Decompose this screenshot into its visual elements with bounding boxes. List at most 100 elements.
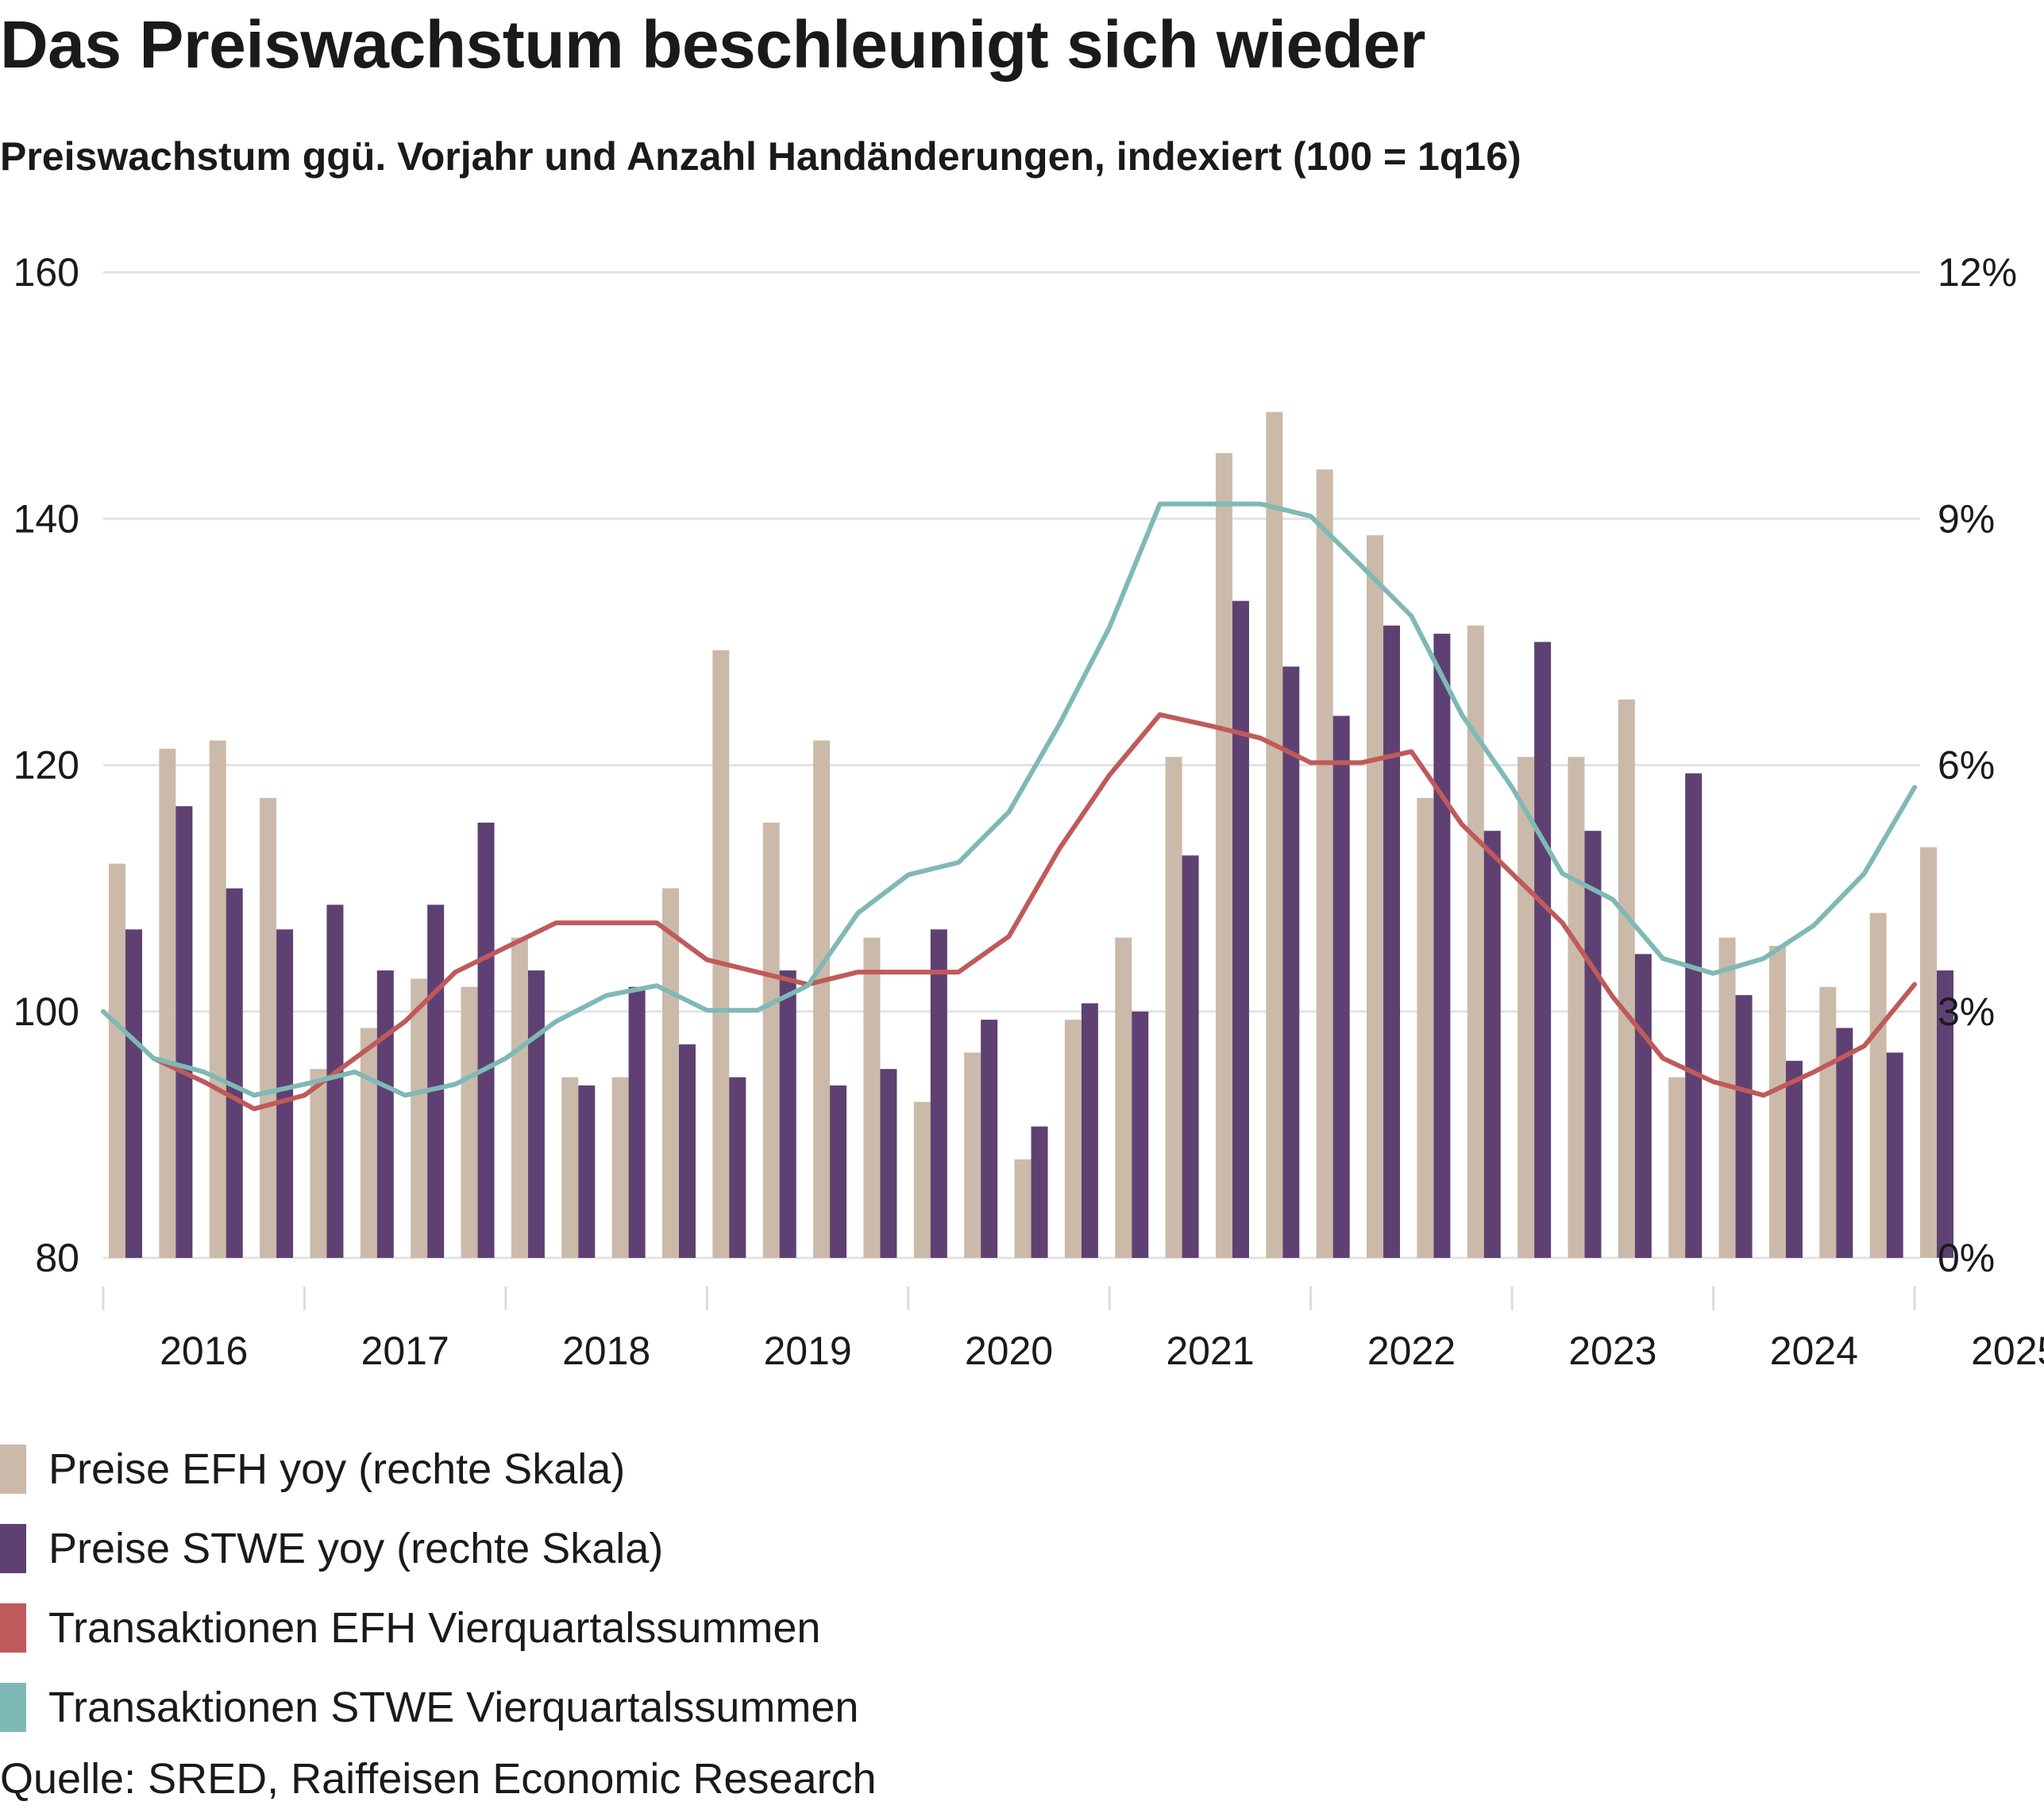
bar-efh-prices (762, 822, 780, 1258)
x-tick-label: 2019 (763, 1329, 851, 1373)
bar-efh-prices (461, 986, 478, 1258)
bar-stwe-prices (1081, 1003, 1098, 1258)
bar-stwe-prices (1534, 642, 1552, 1258)
bar-efh-prices (661, 888, 679, 1258)
y-right-tick-label: 3% (1938, 989, 1995, 1034)
bar-stwe-prices (1232, 600, 1249, 1258)
legend-item-stwe-transactions: Transaktionen STWE Vierquartalssummen (0, 1668, 858, 1747)
bar-stwe-prices (226, 888, 243, 1258)
x-tick-label: 2025 (1971, 1329, 2044, 1373)
bar-stwe-prices (1182, 855, 1199, 1258)
bar-stwe-prices (1383, 625, 1401, 1258)
bar-stwe-prices (880, 1069, 897, 1258)
y-right-tick-label: 0% (1938, 1236, 1995, 1280)
bar-stwe-prices (527, 970, 545, 1258)
legend-label: Transaktionen STWE Vierquartalssummen (48, 1684, 859, 1731)
bar-stwe-prices (830, 1085, 847, 1258)
bar-efh-prices (159, 748, 176, 1258)
bar-efh-prices (1668, 1077, 1686, 1258)
bar-efh-prices (411, 978, 428, 1258)
bar-stwe-prices (326, 905, 344, 1258)
bar-efh-prices (813, 740, 831, 1258)
legend-item-efh-prices: Preise EFH yoy (rechte Skala) (0, 1429, 858, 1509)
legend-swatch (0, 1603, 26, 1653)
legend-item-stwe-prices: Preise STWE yoy (rechte Skala) (0, 1509, 858, 1588)
bar-stwe-prices (981, 1020, 998, 1258)
bar-efh-prices (360, 1028, 377, 1258)
bar-efh-prices (310, 1069, 327, 1258)
bar-stwe-prices (1836, 1028, 1853, 1258)
bar-stwe-prices (1886, 1052, 1903, 1258)
bar-stwe-prices (1785, 1060, 1803, 1258)
bar-efh-prices (1115, 937, 1132, 1258)
bar-stwe-prices (1132, 1011, 1149, 1258)
y-left-tick-label: 140 (13, 496, 79, 541)
y-left-tick-label: 160 (13, 250, 79, 295)
chart-title: Das Preiswachstum beschleunigt sich wied… (0, 7, 1425, 82)
line-stwe-transactions (101, 501, 1917, 1098)
bar-stwe-prices (930, 929, 947, 1258)
bar-stwe-prices (678, 1044, 696, 1258)
bar-stwe-prices (578, 1085, 596, 1258)
bar-efh-prices (1618, 699, 1635, 1258)
bar-efh-prices (1920, 847, 1937, 1258)
bar-efh-prices (1568, 757, 1585, 1258)
bar-stwe-prices (175, 806, 193, 1258)
bar-stwe-prices (779, 970, 796, 1258)
x-tick-label: 2020 (965, 1329, 1053, 1373)
bar-stwe-prices (376, 970, 394, 1258)
y-right-tick-label: 12% (1938, 250, 2017, 295)
bar-efh-prices (611, 1077, 629, 1258)
legend-label: Preise EFH yoy (rechte Skala) (48, 1445, 626, 1493)
bar-efh-prices (1014, 1159, 1032, 1258)
y-left-tick-label: 80 (35, 1236, 79, 1280)
x-tick-label: 2017 (361, 1329, 449, 1373)
bar-efh-prices (209, 740, 226, 1258)
bar-efh-prices (1367, 534, 1384, 1258)
bar-stwe-prices (729, 1077, 746, 1258)
y-right-tick-label: 6% (1938, 743, 1995, 788)
bar-efh-prices (1064, 1020, 1082, 1258)
source-note: Quelle: SRED, Raiffeisen Economic Resear… (0, 1755, 877, 1803)
chart-plot: 80 0% 100 3% 120 6% 140 9% 160 12% 2016 2017 2018 201… (13, 250, 2044, 1373)
bar-efh-prices (1165, 757, 1182, 1258)
bar-efh-prices (1869, 912, 1887, 1258)
bar-efh-prices (1316, 469, 1333, 1258)
bar-efh-prices (1417, 797, 1434, 1258)
legend-swatch (0, 1683, 26, 1732)
bar-stwe-prices (1031, 1126, 1048, 1258)
legend-swatch (0, 1524, 26, 1573)
bar-stwe-prices (477, 822, 495, 1258)
legend-item-efh-transactions: Transaktionen EFH Vierquartalssummen (0, 1588, 858, 1668)
bar-stwe-prices (1584, 831, 1602, 1258)
x-tick-label: 2022 (1367, 1329, 1456, 1373)
y-left-tick-label: 120 (13, 743, 79, 788)
x-tick-label: 2023 (1568, 1329, 1656, 1373)
bar-stwe-prices (1937, 970, 1953, 1258)
bar-efh-prices (109, 863, 125, 1258)
bar-stwe-prices (1483, 831, 1501, 1258)
legend-label: Transaktionen EFH Vierquartalssummen (48, 1604, 821, 1652)
bar-efh-prices (561, 1077, 579, 1258)
legend-swatch (0, 1445, 26, 1494)
bar-stwe-prices (125, 929, 142, 1258)
x-tick-label: 2018 (562, 1329, 650, 1373)
legend-label: Preise STWE yoy (rechte Skala) (48, 1525, 664, 1572)
y-left-tick-label: 100 (13, 989, 79, 1034)
bar-efh-prices (1718, 937, 1736, 1258)
bar-efh-prices (1819, 986, 1837, 1258)
x-tick-label: 2016 (160, 1329, 248, 1373)
bar-efh-prices (913, 1101, 931, 1258)
bar-efh-prices (964, 1052, 982, 1258)
bar-efh-prices (863, 937, 881, 1258)
bar-stwe-prices (1433, 634, 1451, 1258)
bar-stwe-prices (1332, 716, 1350, 1258)
legend: Preise EFH yoy (rechte Skala) Preise STW… (0, 1429, 858, 1747)
bar-efh-prices (1215, 453, 1232, 1258)
x-tick-label: 2024 (1770, 1329, 1858, 1373)
bar-stwe-prices (1735, 995, 1753, 1258)
bar-stwe-prices (1282, 666, 1300, 1258)
bar-stwe-prices (628, 986, 646, 1258)
bar-efh-prices (1518, 757, 1535, 1258)
bar-stwe-prices (1685, 773, 1703, 1258)
